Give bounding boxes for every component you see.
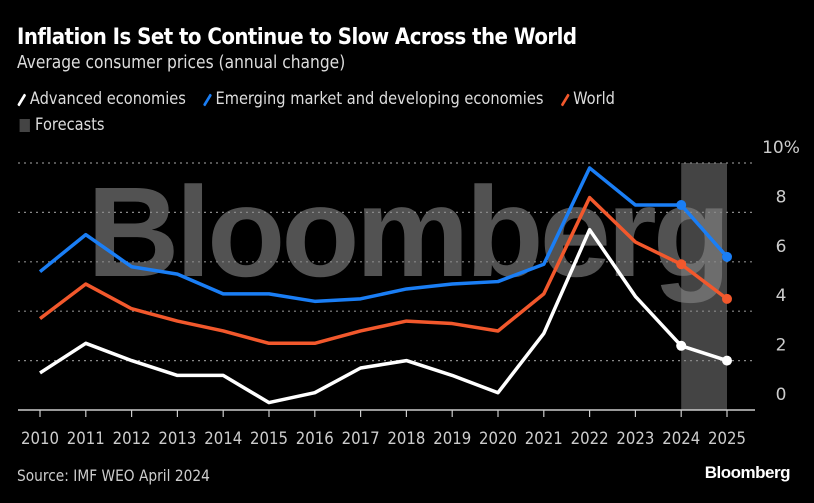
x-tick-label: 2015 xyxy=(250,429,288,449)
x-tick-label: 2012 xyxy=(113,429,151,449)
forecast-point xyxy=(722,251,732,262)
y-tick-label: 6 xyxy=(776,237,787,257)
series-line-1 xyxy=(38,166,729,304)
x-tick-label: 2013 xyxy=(158,429,196,449)
y-tick-label: 0 xyxy=(776,385,787,405)
x-tick-label: 2025 xyxy=(708,429,746,449)
legend-label: World xyxy=(573,89,615,109)
legend-label: Advanced economies xyxy=(29,89,186,109)
x-tick-label: 2011 xyxy=(67,429,105,449)
legend-item-world: World xyxy=(560,88,615,111)
chart-subtitle: Average consumer prices (annual change) xyxy=(17,52,346,73)
y-tick-label: 4 xyxy=(776,286,787,306)
forecast-point xyxy=(722,293,732,304)
legend-item-advanced: Advanced economies xyxy=(17,88,186,111)
legend-label: Forecasts xyxy=(35,114,105,135)
legend-label: Emerging market and developing economies xyxy=(215,89,544,109)
bloomberg-logo: Bloomberg xyxy=(704,463,791,482)
x-tick-label: 2016 xyxy=(296,429,334,449)
legend-item-forecasts: Forecasts xyxy=(17,114,105,137)
x-tick-label: 2024 xyxy=(662,429,700,449)
forecast-point xyxy=(722,355,732,366)
legend-swatch xyxy=(19,118,30,132)
x-tick-label: 2014 xyxy=(204,429,242,449)
watermark: Bloomberg xyxy=(87,161,727,304)
legend-item-emerging: Emerging market and developing economies xyxy=(202,88,544,111)
x-tick-label: 2017 xyxy=(342,429,380,449)
x-tick-label: 2020 xyxy=(479,429,517,449)
x-tick-label: 2018 xyxy=(387,429,425,449)
y-tick-label: 10% xyxy=(762,138,800,158)
forecast-point xyxy=(676,259,687,270)
x-tick-label: 2022 xyxy=(571,429,609,449)
x-tick-label: 2021 xyxy=(525,429,563,449)
legend: Advanced economies Emerging market and d… xyxy=(17,88,627,139)
x-tick-label: 2010 xyxy=(21,429,59,449)
source-note: Source: IMF WEO April 2024 xyxy=(17,466,210,485)
forecast-band xyxy=(681,163,727,410)
series-line-2 xyxy=(38,195,729,346)
x-tick-label: 2019 xyxy=(433,429,471,449)
series-line-0 xyxy=(39,227,728,405)
forecast-point xyxy=(676,340,687,351)
y-tick-label: 8 xyxy=(776,187,787,207)
chart-title: Inflation Is Set to Continue to Slow Acr… xyxy=(17,25,577,50)
x-tick-label: 2023 xyxy=(616,429,654,449)
y-tick-label: 2 xyxy=(776,336,787,356)
forecast-point xyxy=(676,199,687,210)
